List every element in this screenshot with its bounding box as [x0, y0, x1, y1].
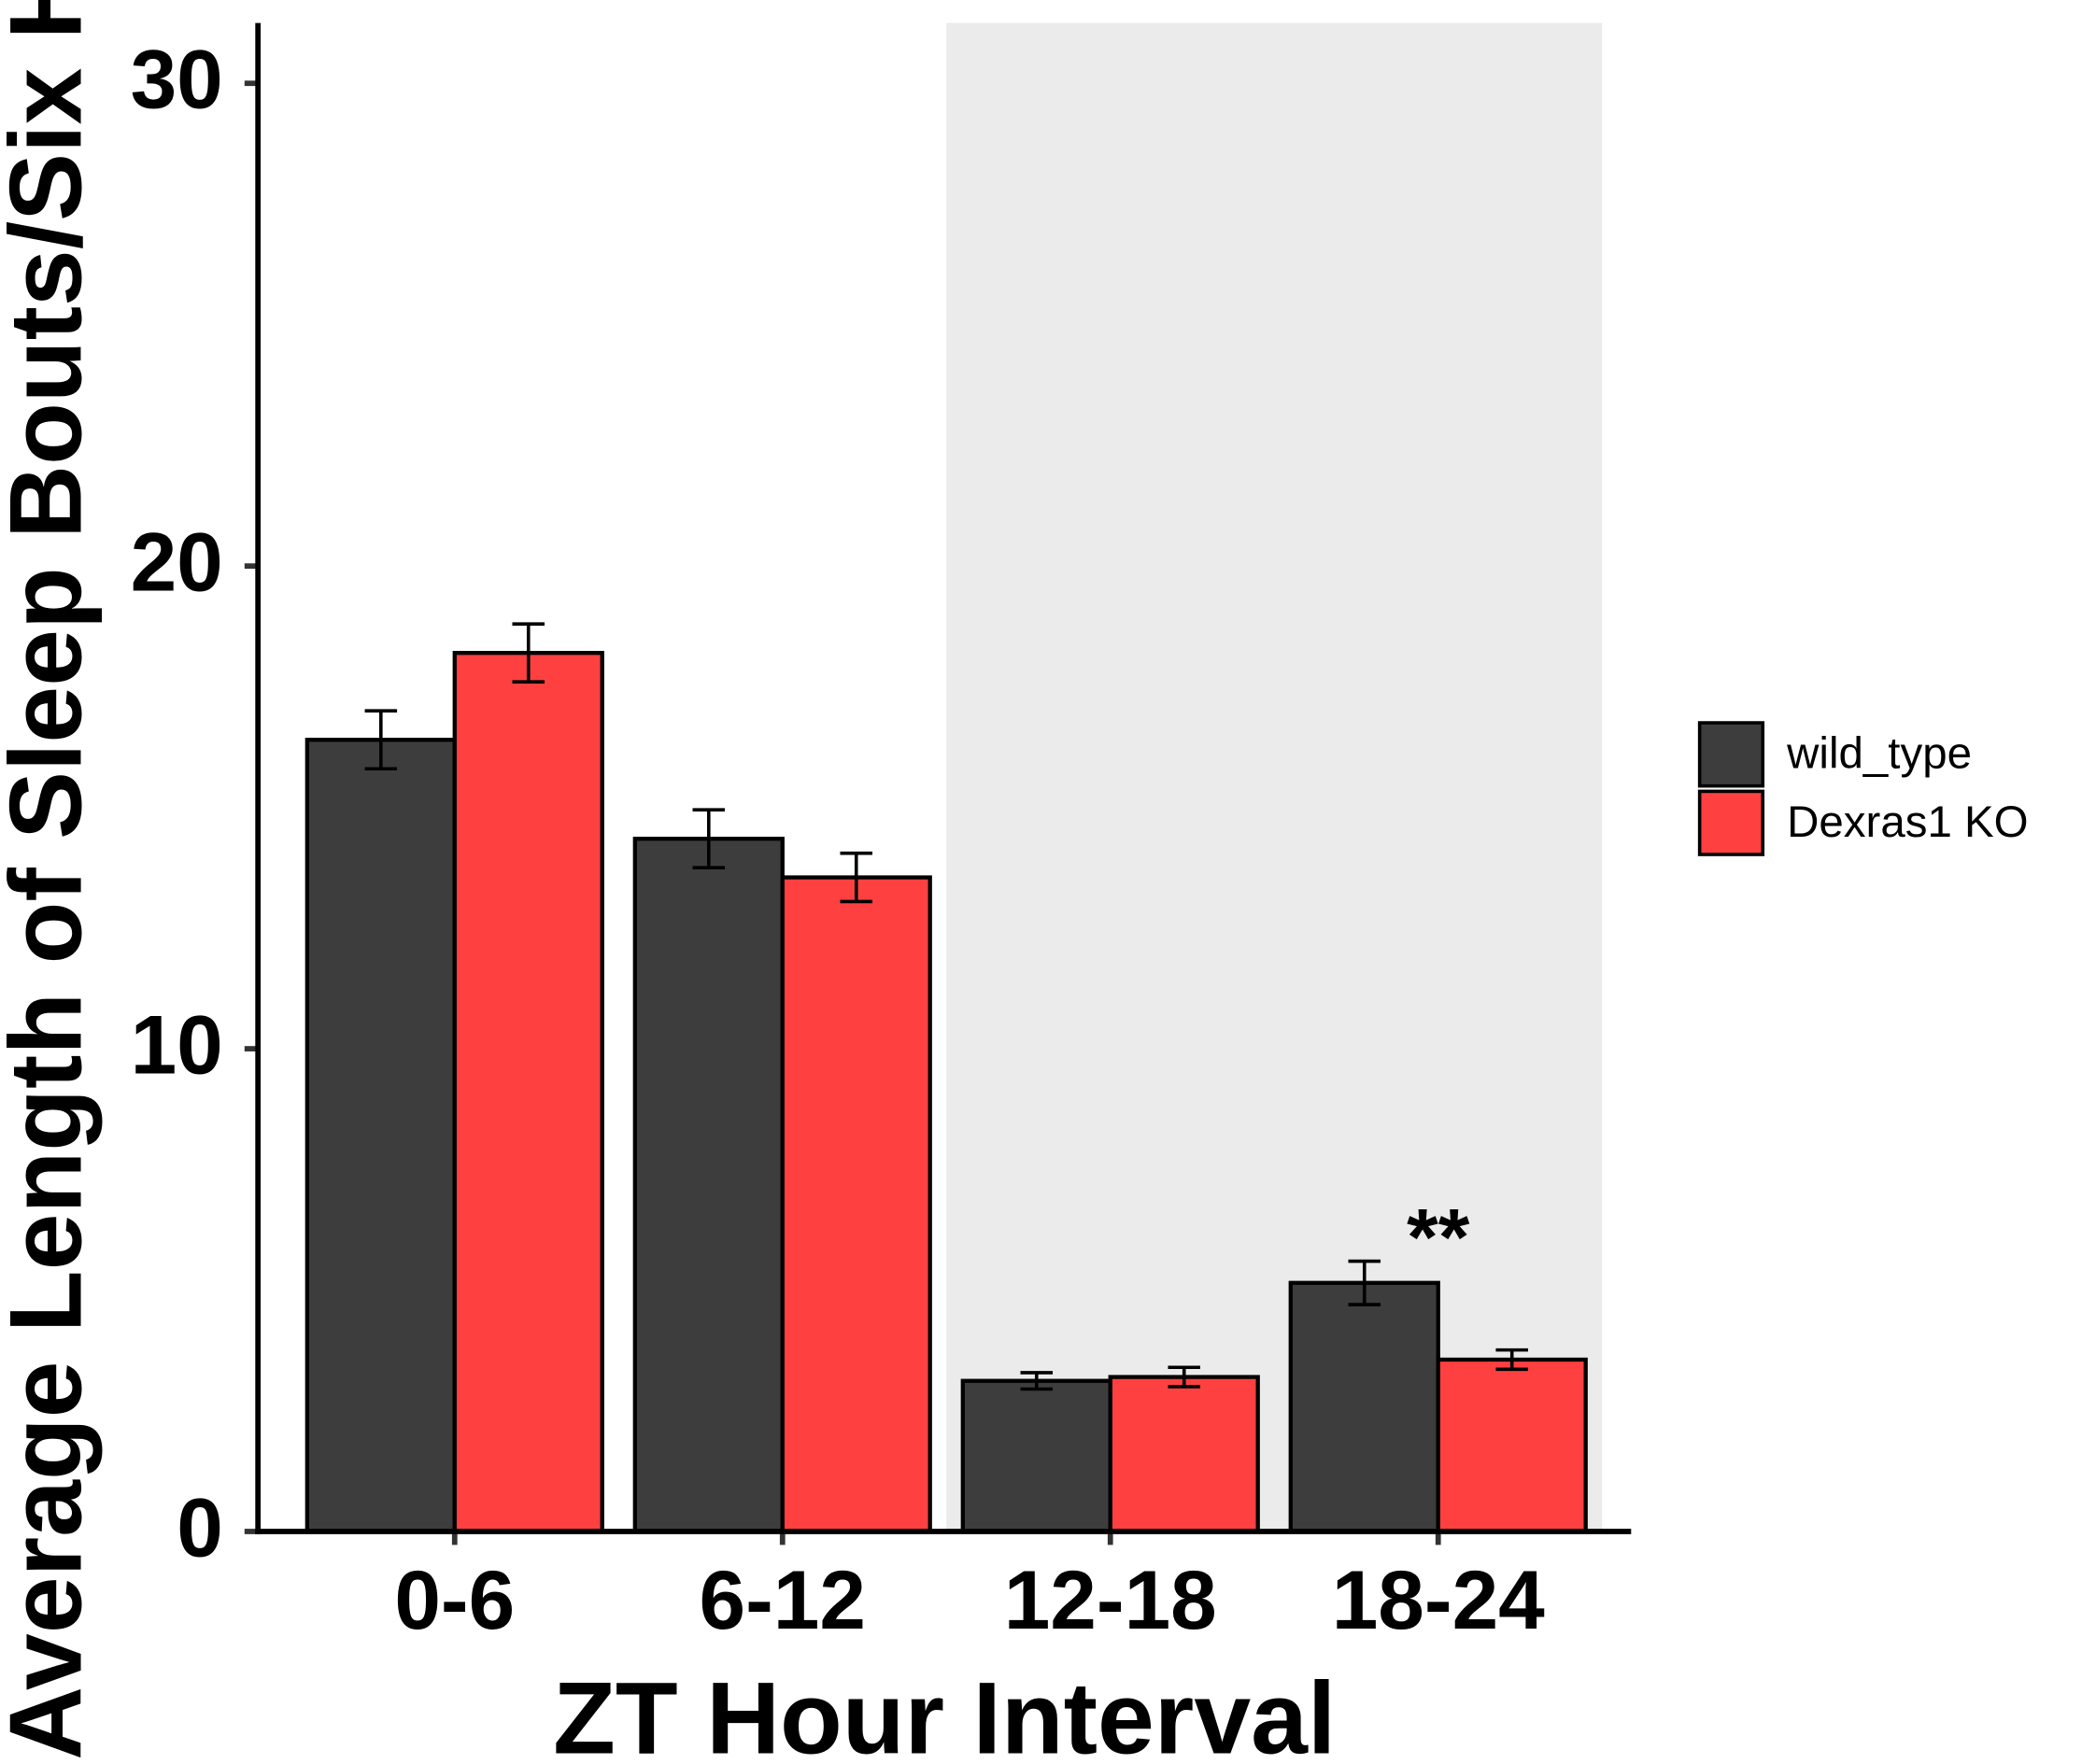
- y-tick-label: 0: [177, 1480, 223, 1573]
- x-tick-label: 6-12: [700, 1553, 866, 1646]
- y-tick-label: 20: [131, 515, 223, 609]
- bar: [452, 651, 604, 1534]
- legend-label: Dexras1 KO: [1787, 797, 2028, 847]
- y-axis-title: Average Length of Sleep Bouts/Six Hours: [0, 0, 103, 1760]
- error-bar: [364, 709, 398, 771]
- bar: [1436, 1357, 1588, 1534]
- error-bar: [1495, 1348, 1528, 1372]
- error-bar: [692, 808, 726, 870]
- bar: [1288, 1280, 1440, 1534]
- bar: [960, 1378, 1112, 1534]
- legend-label: wild_type: [1786, 729, 1972, 779]
- bar: [304, 738, 457, 1534]
- x-axis-title: ZT Hour Interval: [553, 1661, 1336, 1764]
- error-bar: [1168, 1365, 1200, 1389]
- x-tick-label: 12-18: [1004, 1553, 1217, 1646]
- bar: [632, 837, 785, 1534]
- bar: [1108, 1375, 1260, 1534]
- error-bar: [512, 622, 545, 684]
- error-bar: [840, 851, 872, 904]
- x-tick-label: 18-24: [1332, 1553, 1545, 1646]
- legend-key: [1697, 721, 1765, 788]
- error-bar: [1020, 1371, 1054, 1391]
- bar: [780, 875, 932, 1534]
- x-tick-label: 0-6: [394, 1553, 515, 1646]
- y-tick-label: 30: [131, 33, 223, 126]
- annotation: **: [1407, 1192, 1470, 1282]
- shaded-region: [946, 22, 1603, 1531]
- legend-key: [1697, 789, 1765, 856]
- y-tick-label: 10: [131, 998, 223, 1092]
- error-bar: [1348, 1259, 1381, 1306]
